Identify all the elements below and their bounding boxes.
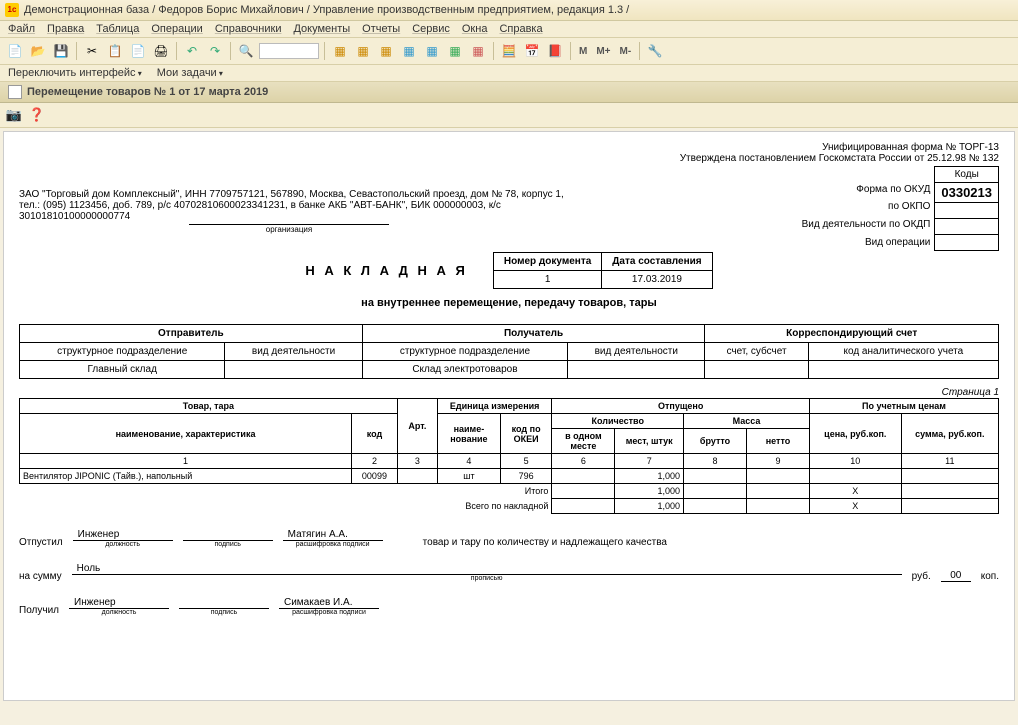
menu-table[interactable]: Таблица [96, 23, 139, 35]
org-sublabel: организация [189, 224, 389, 234]
doc-title: Н А К Л А Д Н А Я [305, 263, 468, 278]
menu-reports[interactable]: Отчеты [362, 23, 400, 35]
paste-icon[interactable]: 📄 [128, 41, 148, 61]
sender-hdr: Отправитель [20, 325, 363, 343]
okud-value: 0330213 [935, 183, 999, 203]
okpo-value [935, 203, 999, 219]
sender-val: Главный склад [20, 361, 225, 379]
document-icon [8, 85, 22, 99]
title-bar: 1c Демонстрационная база / Федоров Борис… [0, 0, 1018, 21]
okdp-label: Вид деятельности по ОКДП [802, 216, 931, 234]
document-body: Унифицированная форма № ТОРГ-13 Утвержде… [3, 131, 1015, 701]
ref-icon[interactable]: 📕 [545, 41, 565, 61]
c-analyt: код аналитического учета [808, 343, 998, 361]
doc-toolbar: 📷 ❓ [0, 103, 1018, 128]
okud-label: Форма по ОКУД [802, 181, 931, 198]
tb4-icon[interactable]: ▦ [399, 41, 419, 61]
tb6-icon[interactable]: ▦ [445, 41, 465, 61]
items-table: Товар, тара Арт. Единица измерения Отпущ… [19, 398, 999, 514]
calc-icon[interactable]: 🧮 [499, 41, 519, 61]
title-text: Демонстрационная база / Федоров Борис Ми… [24, 4, 629, 16]
sum-row: на сумму Нольпрописью руб. 00 коп. [19, 563, 999, 582]
open-icon[interactable]: 📂 [28, 41, 48, 61]
num-value: 1 [493, 271, 601, 289]
org-info: ЗАО "Торговый дом Комплексный", ИНН 7709… [19, 189, 579, 222]
form-unified: Унифицированная форма № ТОРГ-13 [680, 142, 999, 153]
doc-subtitle: на внутреннее перемещение, передачу това… [19, 297, 999, 309]
toolbar: 📄 📂 💾 ✂ 📋 📄 🖨 ↶ ↷ 🔍 ▦ ▦ ▦ ▦ ▦ ▦ ▦ 🧮 📅 📕 … [0, 38, 1018, 65]
table-row: Вентилятор JIPONIC (Тайв.), напольный 00… [20, 469, 999, 484]
mem-mp[interactable]: M+ [593, 46, 613, 57]
copy-icon[interactable]: 📋 [105, 41, 125, 61]
codes-header: Коды [935, 167, 999, 183]
num-date-table: Номер документаДата составления 117.03.2… [493, 252, 713, 289]
date-value: 17.03.2019 [602, 271, 712, 289]
menu-file[interactable]: Файл [8, 23, 35, 35]
corr-hdr: Корреспондирующий счет [705, 325, 999, 343]
sub-toolbar: Переключить интерфейс Мои задачи [0, 65, 1018, 82]
c-acct: счет, субсчет [705, 343, 808, 361]
recv-val: Склад электротоваров [362, 361, 567, 379]
new-icon[interactable]: 📄 [5, 41, 25, 61]
menu-windows[interactable]: Окна [462, 23, 488, 35]
menu-service[interactable]: Сервис [412, 23, 450, 35]
tb1-icon[interactable]: ▦ [330, 41, 350, 61]
zoom-icon[interactable]: 🔍 [236, 41, 256, 61]
page-number: Страница 1 [19, 387, 999, 398]
tab-title: Перемещение товаров № 1 от 17 марта 2019 [27, 86, 268, 98]
r-struct: структурное подразделение [362, 343, 567, 361]
redo-icon[interactable]: ↷ [205, 41, 225, 61]
tb2-icon[interactable]: ▦ [353, 41, 373, 61]
menu-bar: Файл Правка Таблица Операции Справочники… [0, 21, 1018, 38]
codes-table: Коды 0330213 [934, 166, 999, 251]
num-label: Номер документа [493, 253, 601, 271]
cut-icon[interactable]: ✂ [82, 41, 102, 61]
form-approved: Утверждена постановлением Госкомстата Ро… [680, 153, 999, 164]
okpo-label: по ОКПО [802, 198, 931, 216]
received-row: Получил Инженердолжность подпись Симакае… [19, 597, 999, 616]
switch-interface[interactable]: Переключить интерфейс [8, 67, 142, 79]
oper-value [935, 235, 999, 251]
r-act: вид деятельности [568, 343, 705, 361]
print-icon[interactable]: 🖨 [151, 41, 171, 61]
okdp-value [935, 219, 999, 235]
mem-m[interactable]: M [576, 46, 590, 57]
tab-header: Перемещение товаров № 1 от 17 марта 2019 [0, 82, 1018, 103]
date-label: Дата составления [602, 253, 712, 271]
app-logo-icon: 1c [5, 3, 19, 17]
released-row: Отпустил Инженердолжность подпись Матяги… [19, 529, 999, 548]
search-input[interactable] [259, 43, 319, 59]
mem-mm[interactable]: M- [617, 46, 635, 57]
cal-icon[interactable]: 📅 [522, 41, 542, 61]
recv-hdr: Получатель [362, 325, 705, 343]
s-act: вид деятельности [225, 343, 362, 361]
oper-label: Вид операции [802, 234, 931, 252]
my-tasks[interactable]: Мои задачи [157, 67, 223, 79]
wrench-icon[interactable]: 🔧 [645, 41, 665, 61]
menu-ops[interactable]: Операции [151, 23, 202, 35]
help-icon[interactable]: ❓ [28, 106, 46, 124]
undo-icon[interactable]: ↶ [182, 41, 202, 61]
parties-table: Отправитель Получатель Корреспондирующий… [19, 324, 999, 379]
menu-refs[interactable]: Справочники [215, 23, 282, 35]
tb5-icon[interactable]: ▦ [422, 41, 442, 61]
save-icon[interactable]: 💾 [51, 41, 71, 61]
tb7-icon[interactable]: ▦ [468, 41, 488, 61]
menu-help[interactable]: Справка [499, 23, 542, 35]
s-struct: структурное подразделение [20, 343, 225, 361]
preview-icon[interactable]: 📷 [5, 106, 23, 124]
tb3-icon[interactable]: ▦ [376, 41, 396, 61]
menu-edit[interactable]: Правка [47, 23, 84, 35]
menu-docs[interactable]: Документы [293, 23, 350, 35]
